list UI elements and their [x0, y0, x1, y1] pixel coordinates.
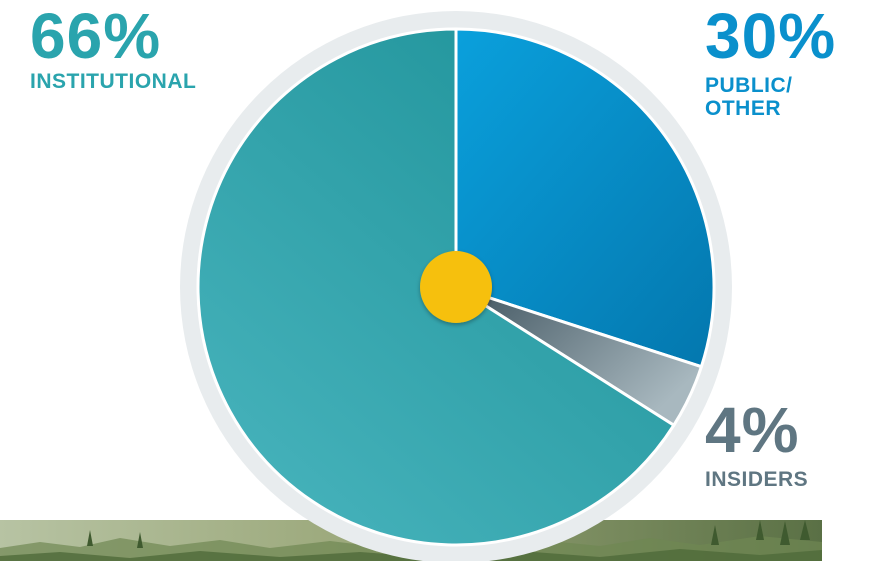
institutional-label: 66% INSTITUTIONAL — [30, 4, 196, 93]
insiders-label: 4% INSIDERS — [705, 398, 808, 491]
institutional-percent: 66% — [30, 0, 162, 72]
insiders-percent: 4% — [705, 394, 800, 466]
pie-center-dot — [420, 251, 492, 323]
insiders-name: INSIDERS — [705, 468, 809, 491]
public-other-percent: 30% — [705, 0, 837, 72]
institutional-name: INSTITUTIONAL — [30, 70, 197, 93]
pie-slice-public-other — [454, 27, 716, 369]
public-other-label: 30% PUBLIC/ OTHER — [705, 4, 836, 120]
public-other-name: PUBLIC/ OTHER — [705, 74, 793, 120]
